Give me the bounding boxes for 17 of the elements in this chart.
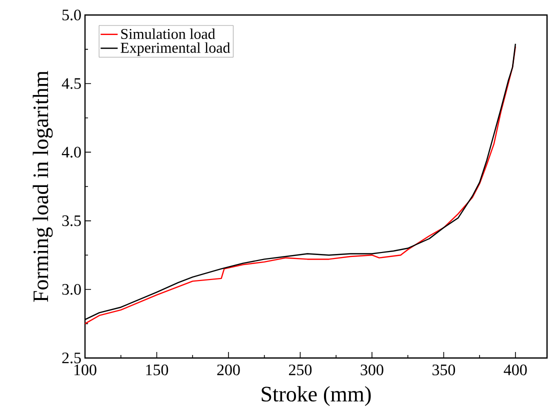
x-tick-label: 150 — [146, 364, 168, 376]
x-tick-label: 350 — [432, 364, 456, 376]
x-tick-label: 250 — [288, 364, 312, 376]
y-tick-label: 3.5 — [62, 215, 81, 226]
x-tick-label: 100 — [74, 364, 96, 376]
y-tick-label: 2.5 — [62, 352, 81, 364]
x-tick-label: 300 — [360, 364, 384, 376]
y-axis-title: Forming load in logarithm — [32, 70, 53, 302]
y-tick-label: 4.5 — [62, 78, 81, 89]
y-tick-label: 4.0 — [62, 146, 81, 158]
y-tick-label: 3.0 — [62, 284, 81, 295]
x-axis-title: Stroke (mm) — [262, 386, 371, 406]
y-tick-label: 5.0 — [62, 10, 81, 20]
legend-label: Simulation load — [121, 28, 216, 39]
x-tick-label: 200 — [217, 364, 240, 376]
x-tick-label: 400 — [504, 364, 527, 376]
legend-label: Experimental load — [120, 42, 230, 56]
